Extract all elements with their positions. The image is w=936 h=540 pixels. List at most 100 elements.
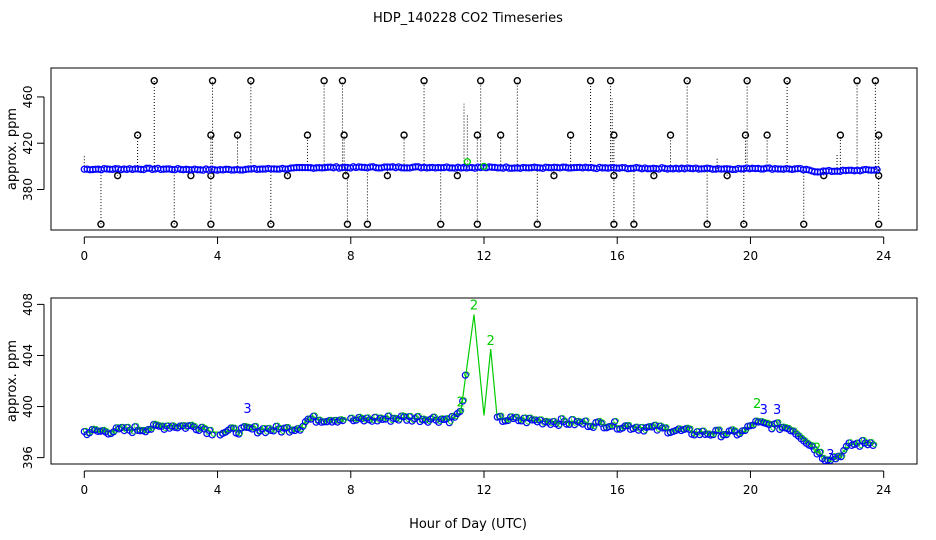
bottom-x-tick-label: 12 bbox=[476, 483, 491, 497]
raw-spike-point bbox=[340, 131, 348, 139]
raw-dip-point bbox=[113, 171, 122, 180]
raw-spike-point bbox=[566, 131, 575, 139]
raw-spike-point bbox=[133, 131, 142, 139]
raw-spike-point bbox=[874, 131, 883, 139]
series-point-overlay bbox=[647, 422, 654, 429]
baseline-point bbox=[873, 166, 881, 174]
series-point-overlay bbox=[306, 415, 313, 421]
raw-dip-point bbox=[453, 171, 462, 180]
series-point-overlay bbox=[789, 426, 795, 433]
top-x-tick-label: 0 bbox=[80, 249, 88, 263]
series-point-overlay bbox=[272, 427, 278, 433]
series-point-overlay bbox=[402, 412, 409, 419]
raw-spike-point bbox=[630, 220, 638, 228]
raw-dip-point bbox=[723, 171, 731, 180]
raw-spike-point bbox=[874, 220, 883, 228]
bottom-plot-frame bbox=[50, 297, 918, 465]
top-panel: approx. ppm 0 4 8 12 16 20 24 380 420 460 bbox=[5, 67, 918, 263]
series-point-overlay bbox=[458, 407, 465, 414]
point-annotation: 3 bbox=[826, 448, 834, 463]
raw-spike-point bbox=[437, 220, 445, 228]
raw-spike-point bbox=[473, 131, 482, 139]
series-point-overlay bbox=[400, 412, 406, 418]
baseline-point bbox=[870, 166, 878, 174]
raw-spike-point bbox=[533, 220, 541, 228]
raw-spike-point bbox=[800, 220, 808, 228]
raw-spike-point bbox=[338, 77, 347, 85]
series-point-overlay bbox=[565, 420, 571, 427]
series-point-overlay bbox=[706, 430, 713, 436]
raw-spike-point bbox=[666, 131, 675, 139]
series-point-overlay bbox=[194, 425, 201, 432]
series-point-overlay bbox=[591, 423, 598, 430]
top-y-tick-label: 460 bbox=[21, 85, 35, 108]
point-annotation: 2 bbox=[457, 396, 465, 411]
raw-spike-point bbox=[853, 77, 861, 85]
bottom-x-tick-label: 24 bbox=[876, 483, 891, 497]
top-x-tick-label: 12 bbox=[476, 249, 491, 263]
series-point-overlay bbox=[290, 426, 297, 432]
raw-spike-point bbox=[170, 220, 178, 228]
series-point-overlay bbox=[770, 425, 777, 431]
series-point-overlay bbox=[613, 417, 619, 424]
point-annotation: 2 bbox=[813, 442, 821, 457]
series-point-overlay bbox=[818, 448, 825, 455]
chart-title: HDP_140228 CO2 Timeseries bbox=[373, 11, 563, 26]
raw-spike-point bbox=[740, 220, 748, 228]
flagged-point bbox=[480, 162, 488, 171]
raw-spike-point bbox=[763, 131, 771, 139]
series-point-overlay bbox=[173, 423, 180, 430]
series-point-overlay bbox=[338, 416, 345, 422]
raw-spike-point bbox=[836, 131, 845, 139]
series-point-overlay bbox=[498, 412, 505, 419]
raw-spike-point bbox=[207, 220, 215, 228]
raw-spike-point bbox=[476, 77, 485, 85]
series-point-overlay bbox=[141, 426, 148, 433]
raw-spike-point bbox=[610, 220, 618, 228]
raw-spike-point bbox=[363, 220, 372, 228]
bottom-y-tick-label: 400 bbox=[21, 395, 35, 418]
x-axis-label: Hour of Day (UTC) bbox=[409, 517, 527, 532]
series-point-overlay bbox=[464, 371, 470, 378]
raw-spike-point bbox=[586, 77, 595, 85]
series-point-overlay bbox=[615, 425, 622, 431]
raw-dip-point bbox=[283, 171, 292, 180]
raw-dip-point bbox=[342, 171, 350, 180]
top-axes: 0 4 8 12 16 20 24 380 420 460 bbox=[21, 85, 891, 263]
point-annotation: 2 bbox=[470, 298, 478, 313]
point-annotation: 3 bbox=[243, 402, 251, 417]
series-point-overlay bbox=[871, 441, 878, 448]
point-annotation: 3 bbox=[760, 403, 768, 418]
series-point-overlay bbox=[253, 422, 260, 429]
series-point-overlay bbox=[373, 413, 380, 420]
raw-dip-point bbox=[650, 171, 658, 180]
series-line bbox=[84, 314, 874, 459]
bottom-x-tick-label: 8 bbox=[347, 483, 355, 497]
series-point-overlay bbox=[136, 426, 142, 433]
raw-spike-point bbox=[606, 77, 615, 85]
series-point-overlay bbox=[567, 420, 574, 427]
series-point-overlay bbox=[248, 424, 254, 430]
raw-dip-point bbox=[550, 171, 558, 180]
series-point-overlay bbox=[157, 422, 164, 429]
series-point-overlay bbox=[663, 424, 670, 430]
series-point-overlay bbox=[575, 417, 582, 424]
top-y-tick-label: 420 bbox=[21, 132, 35, 155]
bottom-x-tick-label: 4 bbox=[214, 483, 222, 497]
series-point-overlay bbox=[639, 423, 646, 430]
series-point-overlay bbox=[543, 417, 550, 424]
series-point-overlay bbox=[421, 415, 428, 422]
series-point-overlay bbox=[461, 397, 467, 403]
raw-spike-point bbox=[783, 77, 791, 85]
series-point-overlay bbox=[690, 430, 697, 437]
series-point-overlay bbox=[837, 452, 843, 459]
bottom-axes: 0 4 8 12 16 20 24 396 400 404 408 bbox=[21, 293, 891, 497]
raw-spike-point bbox=[741, 131, 750, 139]
series-point-overlay bbox=[378, 414, 385, 421]
bottom-x-tick-label: 20 bbox=[743, 483, 758, 497]
series-point-overlay bbox=[775, 419, 782, 425]
top-plot-frame bbox=[50, 67, 918, 231]
